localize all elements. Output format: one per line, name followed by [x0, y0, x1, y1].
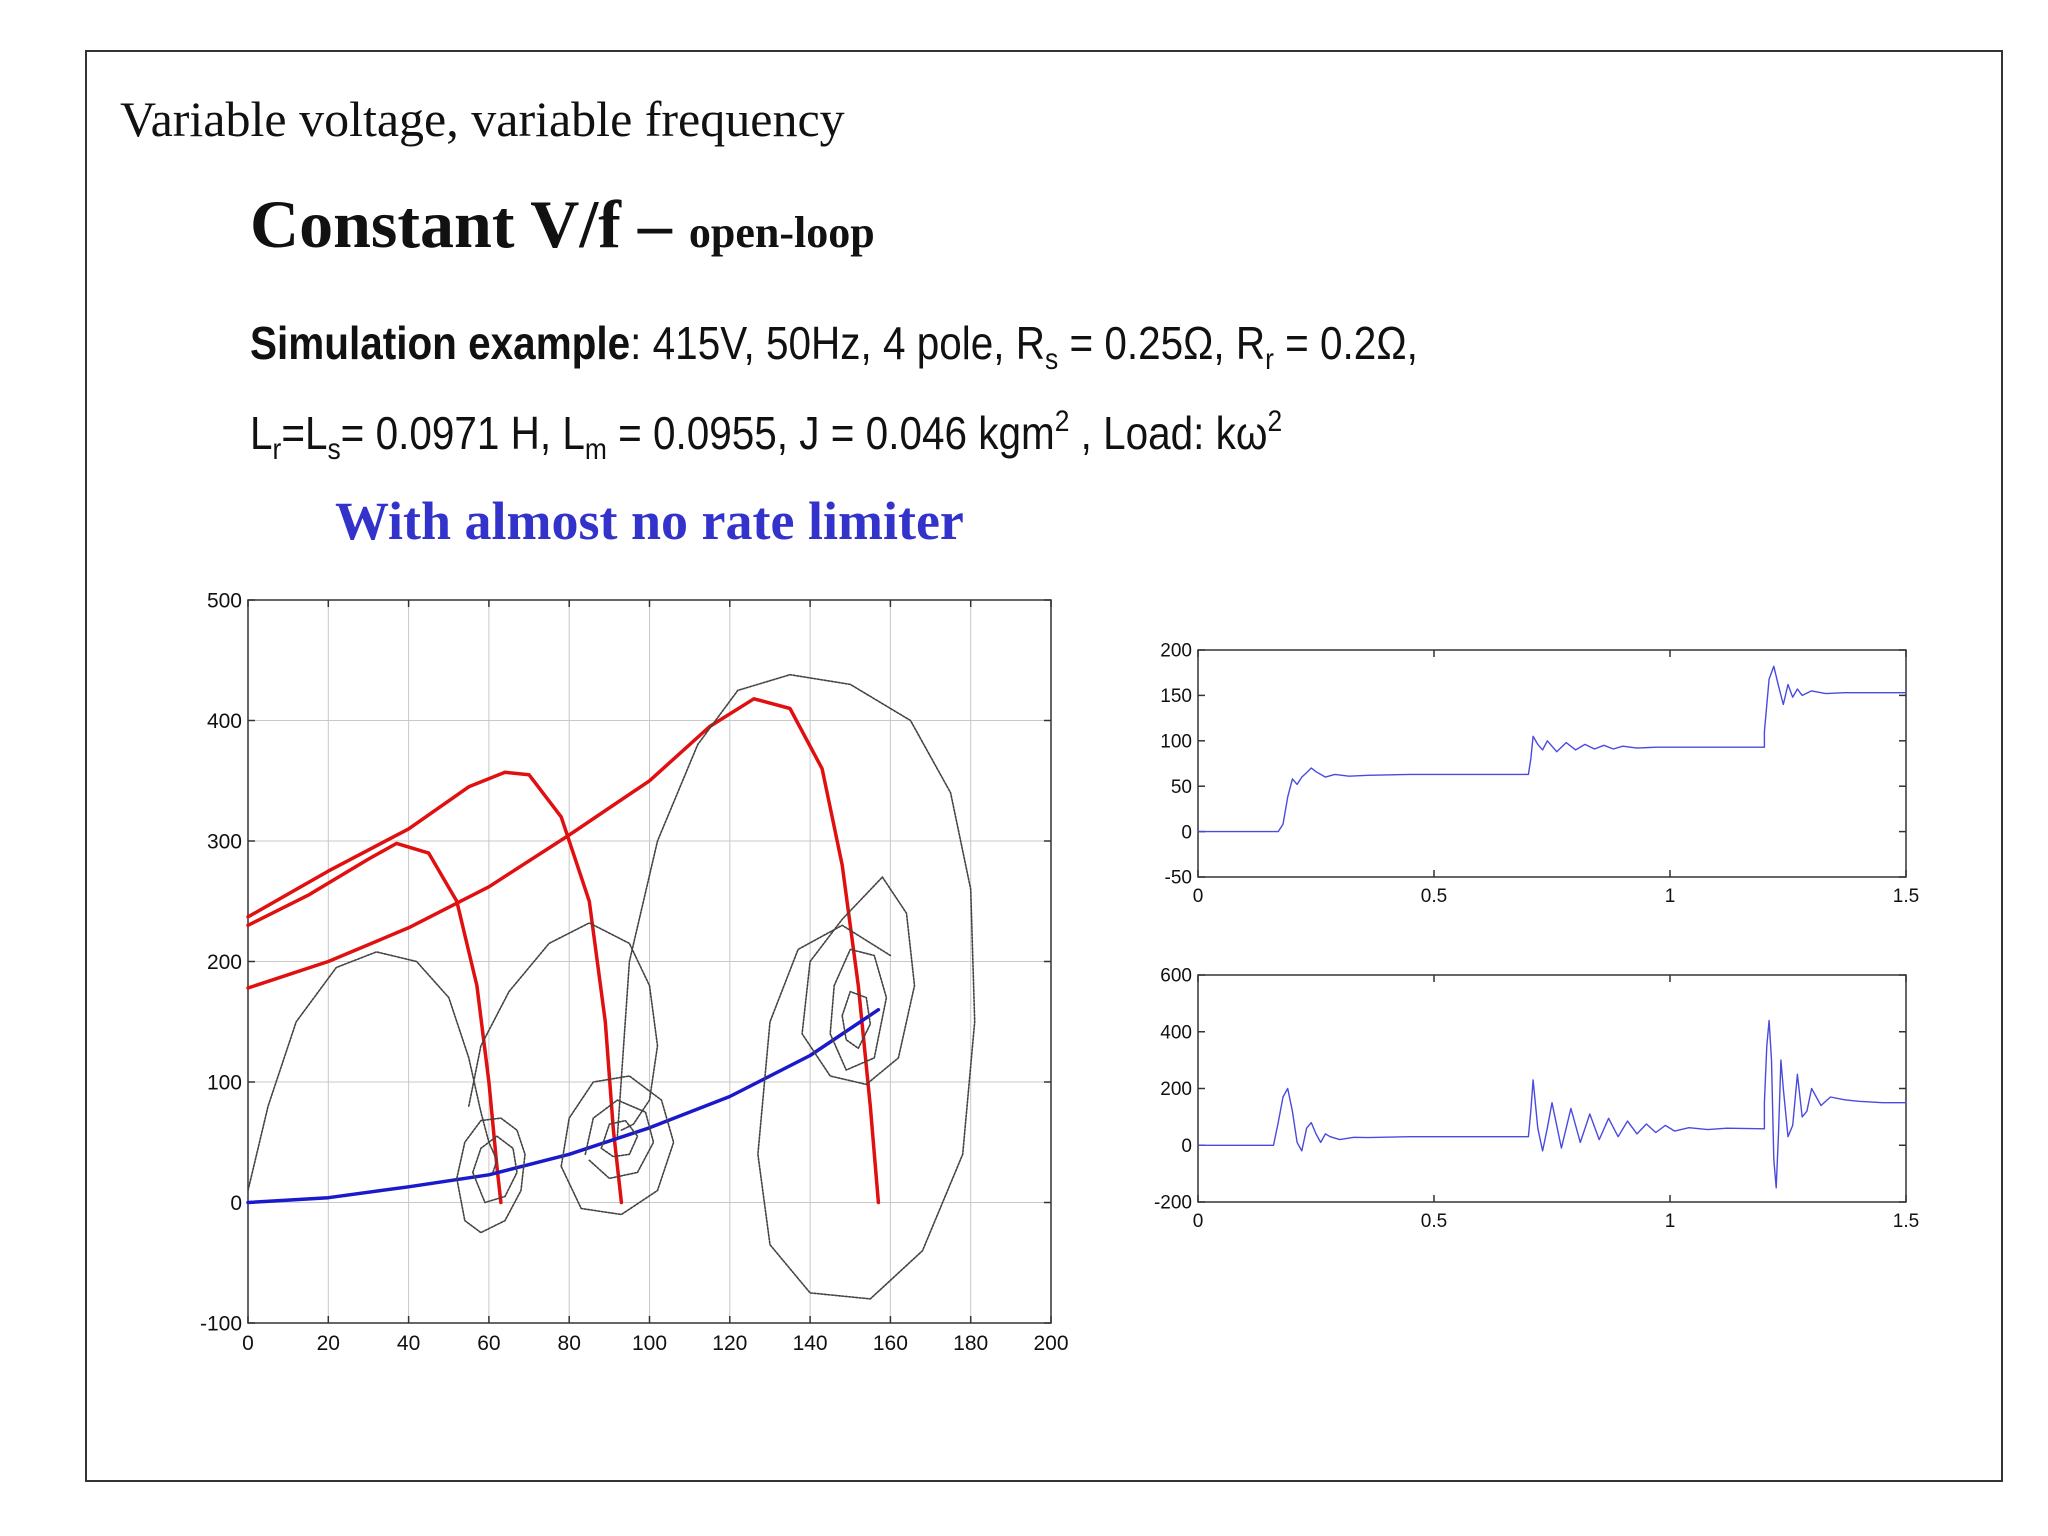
sim-text: = 0.25Ω, R	[1058, 317, 1266, 369]
series-line-7	[468, 922, 659, 1131]
series-line-0	[1197, 665, 1907, 833]
x-tick-label: 180	[953, 1332, 988, 1355]
x-tick-label: 0.5	[1421, 886, 1447, 907]
y-tick-label: 150	[1160, 686, 1192, 707]
series-line-0	[246, 841, 503, 1205]
x-tick-label: 60	[477, 1332, 500, 1355]
x-tick-label: 1	[1665, 886, 1676, 907]
series-line-8	[560, 1075, 675, 1216]
series-line-14	[841, 990, 872, 1050]
series-line-4	[247, 951, 498, 1192]
sim-text: , Load: kω	[1069, 407, 1268, 459]
sim-text: = 0.0955, J = 0.046 kgm	[606, 407, 1055, 459]
series-line-10	[600, 1119, 639, 1158]
x-tick-label: 100	[632, 1332, 667, 1355]
x-tick-label: 0	[1193, 1211, 1204, 1232]
slide-frame	[85, 50, 2003, 1482]
series-line-5	[456, 1117, 526, 1234]
x-tick-label: 1.5	[1893, 886, 1919, 907]
superscript: 2	[1054, 405, 1070, 438]
subscript: r	[1265, 343, 1274, 376]
y-tick-label: 0	[1181, 1136, 1192, 1157]
x-tick-label: 20	[317, 1332, 340, 1355]
title-main: Constant V/f –	[250, 186, 689, 262]
x-tick-label: 140	[793, 1332, 828, 1355]
y-tick-label: 400	[1160, 1022, 1192, 1043]
y-tick-label: 200	[1160, 641, 1192, 662]
series-line-2	[246, 697, 881, 1205]
sim-text: = 0.0971 H, L	[340, 407, 585, 459]
series-line-13	[829, 948, 888, 1071]
series-line-6	[472, 1135, 518, 1204]
y-tick-label: 50	[1171, 777, 1192, 798]
series-line-12	[801, 876, 916, 1086]
y-tick-label: 600	[1160, 966, 1192, 987]
y-tick-label: 200	[207, 951, 242, 974]
x-tick-label: 160	[873, 1332, 908, 1355]
title-sub: open-loop	[688, 208, 875, 257]
series-line-3	[246, 1007, 881, 1205]
x-tick-label: 1	[1665, 1211, 1676, 1232]
sim-text: L	[250, 407, 273, 459]
x-tick-label: 200	[1033, 1332, 1068, 1355]
y-tick-label: 200	[1160, 1079, 1192, 1100]
rate-limiter-note: With almost no rate limiter	[335, 491, 964, 551]
sim-line-2: Lr=Ls= 0.0971 H, Lm = 0.0955, J = 0.046 …	[250, 391, 1746, 481]
series-line-9	[584, 1099, 655, 1180]
y-tick-label: 500	[207, 589, 242, 612]
sim-text: : 415V, 50Hz, 4 pole, R	[630, 317, 1045, 369]
simulation-parameters: Simulation example: 415V, 50Hz, 4 pole, …	[250, 312, 1746, 481]
plot-box	[247, 599, 1052, 1324]
sim-line-1: Simulation example: 415V, 50Hz, 4 pole, …	[250, 312, 1746, 391]
x-tick-label: 40	[397, 1332, 420, 1355]
slide-heading: Variable voltage, variable frequency	[120, 91, 845, 147]
y-tick-label: 400	[207, 710, 242, 733]
y-tick-label: -200	[1154, 1193, 1192, 1214]
superscript: 2	[1267, 405, 1283, 438]
y-tick-label: 100	[207, 1071, 242, 1094]
plot-box	[1197, 649, 1907, 878]
torque-speed-plot: 0 20 40 60 80 100 120 140 160 180 200-100010020030…	[200, 589, 1069, 1355]
y-tick-label: 100	[1160, 731, 1192, 752]
y-tick-label: -100	[200, 1312, 242, 1335]
slide-title: Constant V/f – open-loop	[250, 185, 875, 264]
plot-box	[1197, 974, 1907, 1203]
x-tick-label: 1.5	[1893, 1211, 1919, 1232]
x-tick-label: 80	[558, 1332, 581, 1355]
sim-label: Simulation example	[250, 317, 631, 369]
series-line-0	[1197, 1019, 1907, 1189]
x-tick-label: 0	[242, 1332, 254, 1355]
subscript: s	[1044, 343, 1059, 376]
subscript: m	[584, 433, 607, 466]
x-tick-label: 0	[1193, 886, 1204, 907]
sim-text: = 0.2Ω,	[1273, 317, 1418, 369]
sim-text: =L	[281, 407, 328, 459]
y-tick-label: 300	[207, 830, 242, 853]
series-line-1	[246, 770, 624, 1205]
series-line-11	[616, 673, 976, 1300]
x-tick-label: 120	[712, 1332, 747, 1355]
y-tick-label: -50	[1165, 868, 1192, 889]
x-tick-label: 0.5	[1421, 1211, 1447, 1232]
y-tick-label: 0	[230, 1192, 242, 1215]
y-tick-label: 0	[1181, 822, 1192, 843]
subscript: r	[272, 433, 282, 466]
subscript: s	[327, 433, 341, 466]
